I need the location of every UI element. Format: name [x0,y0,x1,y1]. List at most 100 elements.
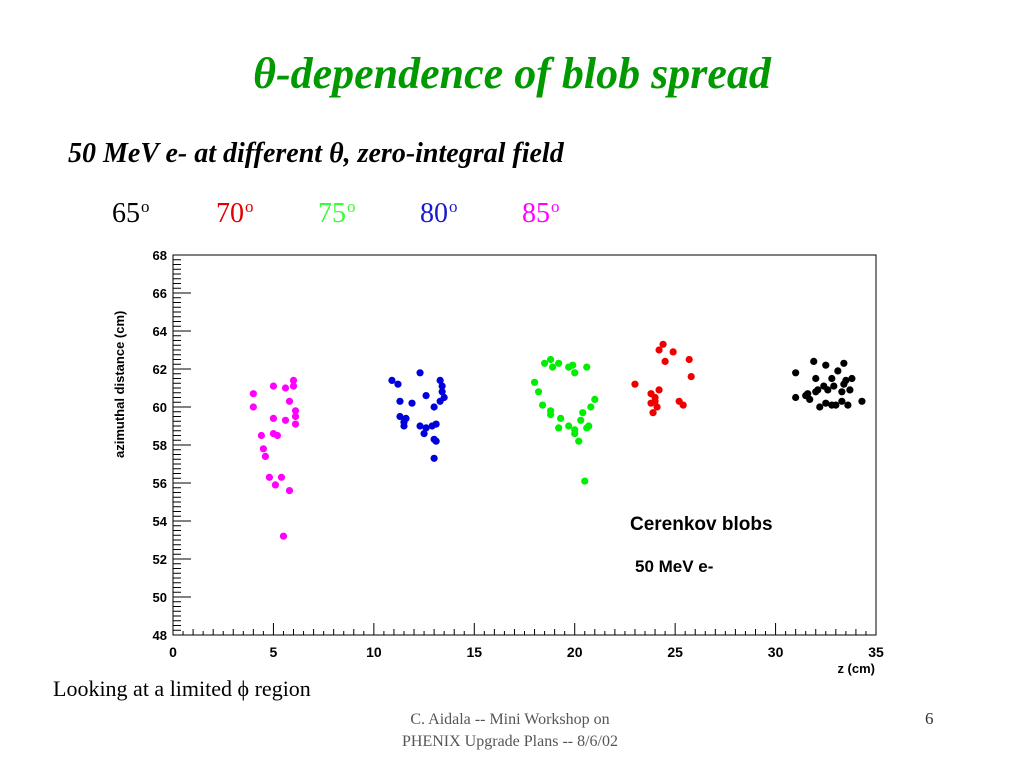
data-point [846,386,854,394]
y-tick-label: 52 [153,552,167,567]
data-point [273,431,282,440]
title-text: -dependence of blob spread [275,49,771,98]
data-point [420,430,428,438]
y-tick-label: 68 [153,248,167,263]
data-point [555,424,563,432]
plot-frame [172,254,877,636]
angle-unit: o [141,197,150,216]
data-point [685,355,693,364]
angle-label-80: 80o [420,197,458,230]
data-point [806,395,814,403]
angle-label-75: 75o [318,197,356,230]
angle-value: 65 [112,198,140,229]
y-tick-label: 60 [153,400,167,415]
data-point [653,403,661,411]
data-point [840,359,848,367]
data-point [814,386,822,394]
data-point [289,382,298,390]
data-point [579,409,587,417]
x-tick-label: 20 [567,644,583,660]
subtitle-theta: θ [329,138,344,169]
angle-legend: 65o 70o 75o 80o 85o [0,197,1024,237]
data-point [565,422,573,430]
data-point [430,403,438,411]
data-point [828,374,836,383]
data-point [422,392,430,400]
data-point [571,369,579,377]
data-point [432,420,440,428]
data-point [257,431,265,440]
data-point [430,454,438,462]
x-tick-label: 25 [667,644,683,660]
title-theta: θ [253,49,276,98]
data-point [547,411,555,419]
data-point [281,384,290,392]
data-point [631,380,639,388]
data-point [679,401,687,409]
data-point [279,532,288,540]
x-tick-label: 15 [466,644,482,660]
angle-value: 85 [522,198,550,229]
data-point [661,357,669,365]
data-point [436,376,444,384]
data-point [402,414,410,422]
angle-label-65: 65o [112,197,150,230]
data-point [416,369,424,377]
data-point [432,437,440,445]
data-point [549,363,557,371]
data-point [822,361,830,369]
data-points [249,340,866,540]
data-point [571,430,579,438]
data-point [812,374,820,383]
data-point [555,359,563,367]
data-point [396,397,404,405]
data-point [271,481,280,489]
y-tick-label: 58 [153,438,167,453]
footer-line-2: PHENIX Upgrade Plans -- 8/6/02 [402,733,618,750]
data-point [577,416,585,424]
y-tick-label: 48 [153,628,167,643]
data-point [249,403,257,411]
data-point [792,369,800,377]
data-point [281,416,290,424]
data-point [804,390,812,398]
angle-unit: o [551,197,560,216]
data-point [259,445,267,453]
data-point [396,412,404,421]
subtitle-post: , zero-integral field [343,138,564,169]
data-point [538,401,547,409]
data-point [838,388,846,396]
angle-unit: o [245,197,254,216]
x-axis-label: z (cm) [837,661,875,676]
page-number: 6 [925,709,934,728]
data-point [575,437,583,445]
x-tick-label: 5 [270,644,278,660]
data-point [834,367,842,375]
data-point [440,393,448,402]
y-axis-label: azimuthal distance (cm) [112,311,127,458]
annotation-cerenkov-blobs: Cerenkov blobs [630,514,773,535]
slide-footer: C. Aidala -- Mini Workshop on PHENIX Upg… [350,709,670,753]
y-tick-label: 56 [153,476,167,491]
data-point [824,386,832,394]
x-tick-label: 0 [169,644,177,660]
data-point [842,376,850,384]
data-point [394,380,402,388]
note-limited-phi: Looking at a limited ϕ region [53,676,311,701]
data-point [832,401,840,409]
data-point [547,355,555,364]
data-point [291,420,300,428]
data-point [438,382,446,390]
slide-title: θ-dependence of blob spread [0,48,1024,99]
x-tick-label: 30 [768,644,784,660]
x-tick-label: 10 [366,644,382,660]
data-point [585,422,593,430]
data-point [438,388,446,396]
data-point [408,399,416,407]
data-point [388,376,396,384]
y-tick-label: 50 [153,590,167,605]
x-tick-label: 35 [868,644,884,660]
data-point [277,473,286,481]
data-point [557,414,565,422]
data-point [858,397,866,405]
